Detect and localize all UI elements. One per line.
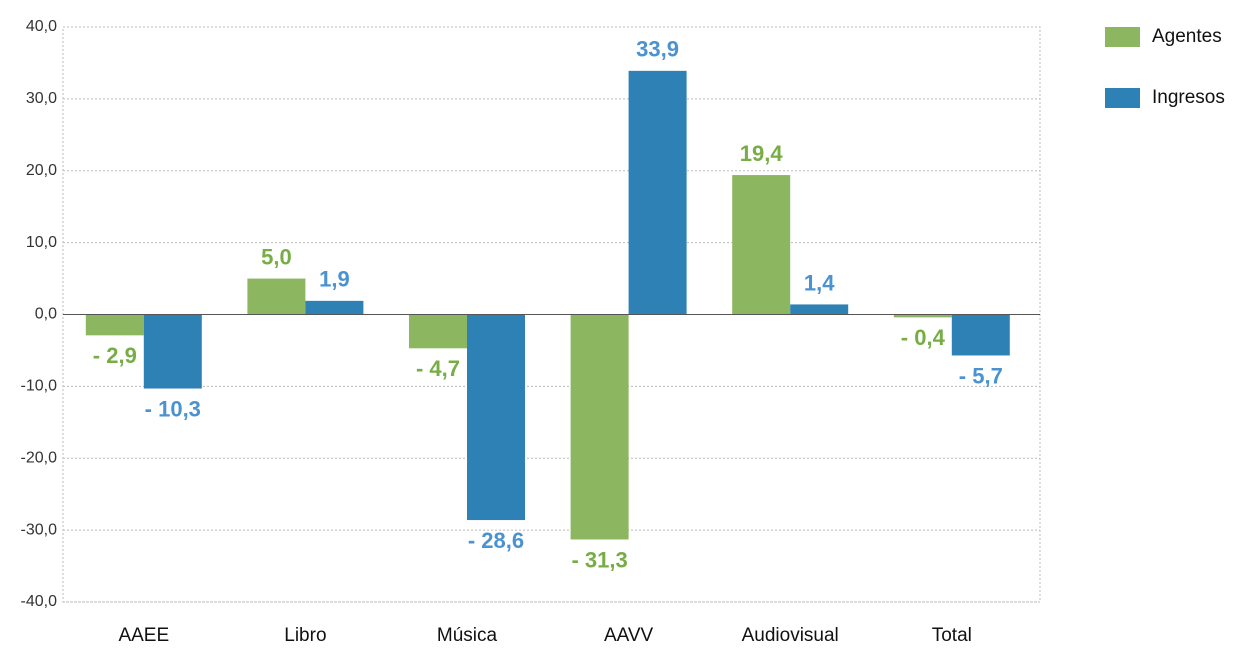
legend-swatch — [1105, 88, 1140, 108]
x-tick-label: Audiovisual — [742, 625, 839, 646]
bar — [732, 175, 791, 315]
y-tick-label: 10,0 — [26, 234, 57, 251]
bar — [467, 314, 525, 521]
value-label: 5,0 — [261, 244, 292, 269]
value-label: - 31,3 — [571, 547, 627, 572]
y-tick-label: 0,0 — [35, 306, 57, 323]
y-tick-label: -30,0 — [21, 521, 58, 538]
y-tick-label: -20,0 — [21, 449, 58, 466]
x-tick-label: Total — [932, 625, 972, 646]
bar — [790, 304, 849, 315]
bar — [247, 278, 306, 315]
value-label: 1,9 — [319, 267, 350, 292]
legend-label: Agentes — [1152, 26, 1222, 47]
y-tick-label: 30,0 — [26, 90, 57, 107]
bar — [893, 314, 952, 318]
bar — [951, 314, 1010, 356]
x-tick-label: AAVV — [604, 625, 654, 646]
x-tick-label: Música — [437, 625, 498, 646]
legend-label: Ingresos — [1152, 87, 1225, 108]
value-label: - 28,6 — [468, 528, 524, 553]
value-label: - 4,7 — [416, 356, 460, 381]
value-label: - 5,7 — [959, 363, 1003, 388]
x-tick-label: AAEE — [118, 625, 169, 646]
y-tick-label: 40,0 — [26, 18, 57, 35]
value-label: - 2,9 — [93, 343, 137, 368]
y-tick-label: -10,0 — [21, 378, 58, 395]
y-tick-label: -40,0 — [21, 593, 58, 610]
value-label: 1,4 — [804, 270, 835, 295]
bar — [85, 314, 144, 336]
bar — [409, 314, 467, 349]
bar — [143, 314, 202, 389]
x-tick-label: Libro — [284, 625, 326, 646]
bar — [305, 300, 364, 315]
legend-swatch — [1105, 27, 1140, 47]
value-label: - 0,4 — [901, 325, 946, 350]
value-label: 33,9 — [636, 37, 679, 62]
value-label: - 10,3 — [145, 396, 201, 421]
bar — [628, 70, 687, 315]
value-label: 19,4 — [740, 141, 784, 166]
y-tick-label: 20,0 — [26, 162, 57, 179]
bar — [570, 314, 629, 540]
